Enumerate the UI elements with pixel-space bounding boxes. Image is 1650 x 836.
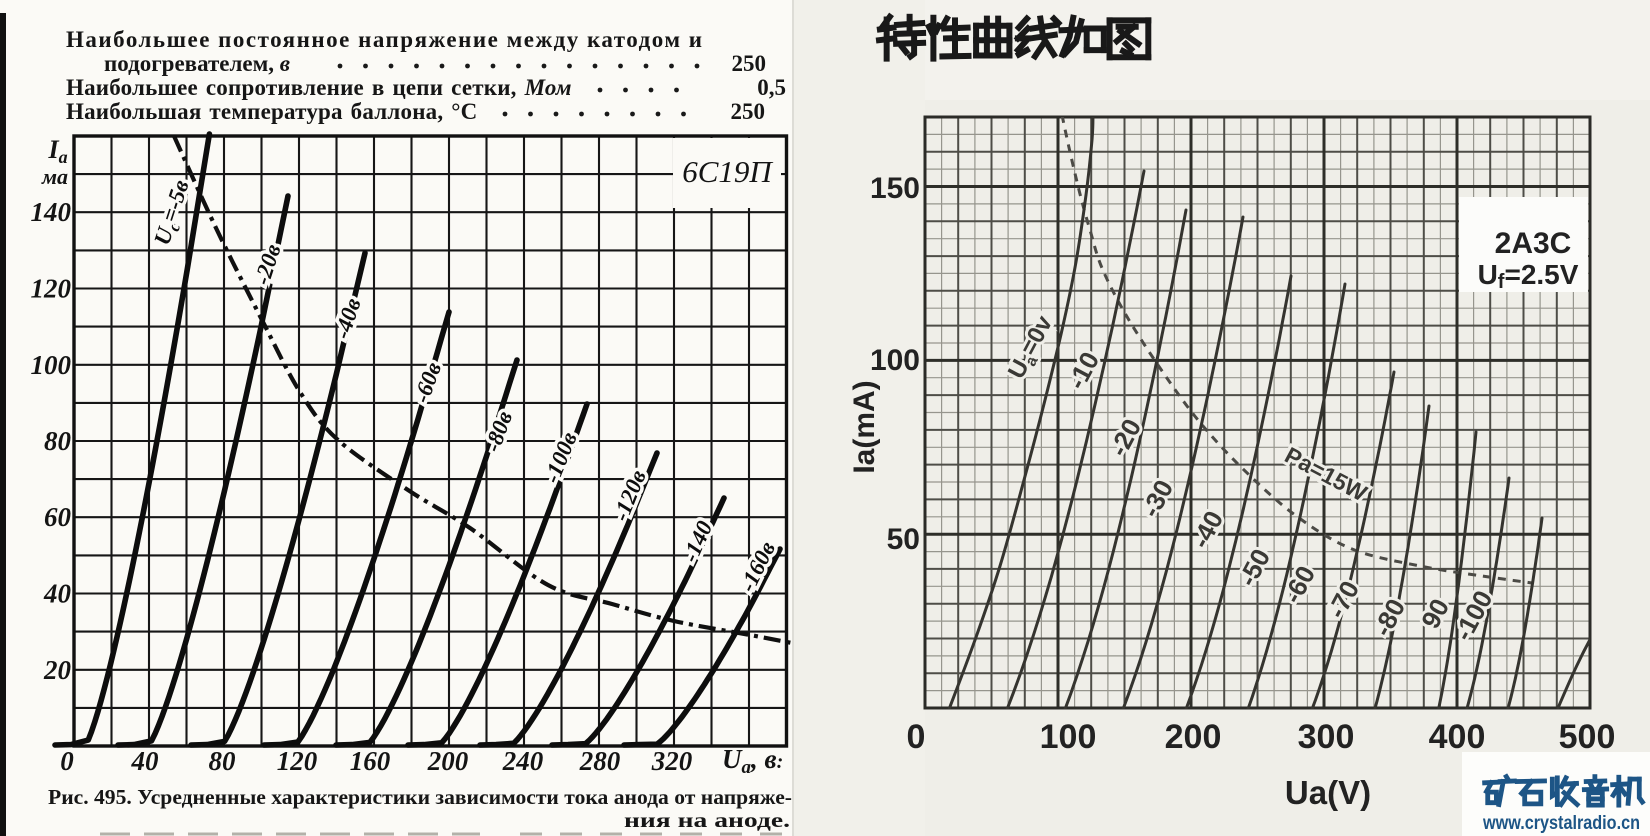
- svg-text:100: 100: [870, 344, 920, 377]
- svg-text:2A3C: 2A3C: [1495, 227, 1572, 260]
- svg-text:240: 240: [502, 746, 544, 776]
- svg-text:0: 0: [907, 718, 926, 756]
- svg-text:120: 120: [31, 274, 72, 304]
- svg-text:Uf=2.5V: Uf=2.5V: [1478, 259, 1579, 293]
- svg-text:200: 200: [1165, 718, 1222, 756]
- svg-text:200: 200: [427, 746, 469, 776]
- svg-text:Uа, в:: Uа, в:: [722, 744, 783, 778]
- svg-text:280: 280: [579, 746, 621, 776]
- svg-text:Ia(mA): Ia(mA): [848, 380, 881, 473]
- svg-text:0,5: 0,5: [757, 75, 786, 100]
- svg-text:ма: ма: [41, 164, 68, 189]
- svg-text:300: 300: [1298, 718, 1355, 756]
- svg-text:160: 160: [350, 746, 391, 776]
- svg-text:60: 60: [44, 502, 72, 532]
- svg-text:80: 80: [44, 426, 72, 456]
- svg-text:6С19П: 6С19П: [682, 154, 773, 189]
- svg-text:120: 120: [277, 746, 318, 776]
- svg-text:www.crystalradio.cn: www.crystalradio.cn: [1482, 813, 1640, 834]
- svg-text:320: 320: [651, 746, 693, 776]
- svg-text:500: 500: [1559, 718, 1616, 756]
- svg-text:250: 250: [732, 51, 767, 76]
- svg-text:Наибольшая температура баллона: Наибольшая температура баллона, °С: [66, 99, 477, 124]
- svg-text:40: 40: [43, 579, 72, 609]
- svg-text:Наибольшее постоянное напряж: Наибольшее постоянное напряжение между к…: [66, 27, 702, 52]
- svg-text:Ua(V): Ua(V): [1285, 774, 1371, 811]
- svg-text:20: 20: [43, 655, 72, 685]
- svg-text:100: 100: [1040, 718, 1097, 756]
- svg-text:подогревателем, в: подогревателем, в: [104, 51, 290, 76]
- svg-text:80: 80: [209, 746, 237, 776]
- svg-text:100: 100: [31, 350, 72, 380]
- svg-text:0: 0: [60, 746, 74, 776]
- svg-text:50: 50: [887, 523, 920, 556]
- svg-text:ния на аноде.: ния на аноде.: [624, 808, 790, 832]
- svg-text:40: 40: [131, 746, 160, 776]
- svg-text:400: 400: [1429, 718, 1486, 756]
- svg-text:Рис. 495. Усредненные характер: Рис. 495. Усредненные характеристики зав…: [48, 785, 792, 809]
- svg-text:Наибольшее сопротивление в цеп: Наибольшее сопротивление в цепи сетки, М…: [66, 75, 572, 100]
- svg-text:140: 140: [31, 197, 72, 227]
- svg-text:250: 250: [731, 99, 766, 124]
- svg-text:150: 150: [870, 172, 920, 205]
